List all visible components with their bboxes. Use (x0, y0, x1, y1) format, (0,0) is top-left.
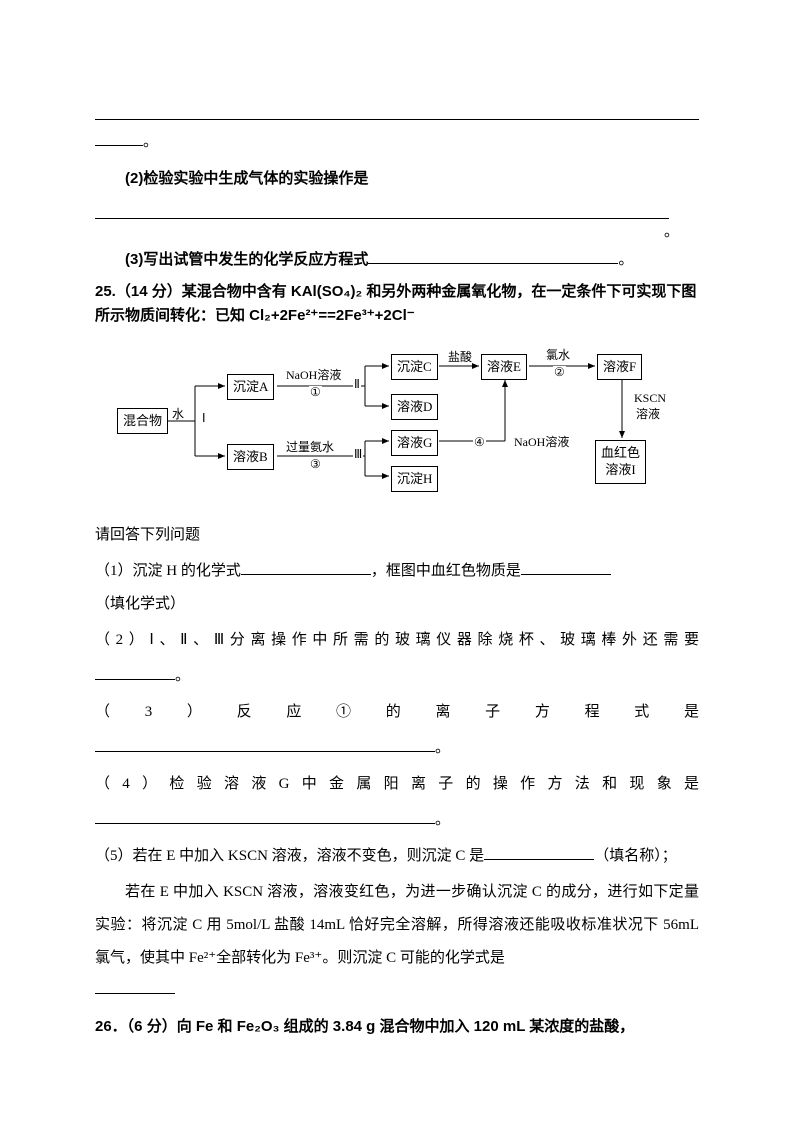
q-p1b: ，框图中血红色物质是 (371, 563, 521, 579)
q-p4a: （4）检验溶液G中金属阳离子的操作方法和现象是 (95, 776, 699, 792)
lbl-cl2: 氯水 (545, 349, 571, 361)
q-p1: （1）沉淀 H 的化学式 ，框图中血红色物质是 （填化学式） (95, 555, 699, 621)
blank-p1a (241, 574, 371, 575)
lbl-hcl: 盐酸 (447, 351, 473, 363)
lbl-mix: 混合物 (123, 413, 162, 428)
box-precipH: 沉淀H (391, 466, 438, 492)
blank-p5c (95, 993, 175, 994)
lbl-solE: 溶液E (487, 359, 521, 374)
box-precipC: 沉淀C (391, 354, 438, 380)
box-solF: 溶液F (597, 354, 642, 380)
q-p5: （5）若在 E 中加入 KSCN 溶液，溶液不变色，则沉淀 C 是 （填名称）； (95, 840, 699, 873)
lbl-solB: 溶液B (233, 449, 268, 464)
q-p5a: （5）若在 E 中加入 KSCN 溶液，溶液不变色，则沉淀 C 是 (95, 848, 484, 864)
box-precipA: 沉淀A (227, 374, 274, 400)
q2-line: (2)检验实验中生成气体的实验操作是 (95, 162, 699, 196)
lbl-I: Ⅰ (201, 412, 207, 424)
blank-short (95, 145, 143, 146)
blank-line-top (95, 100, 699, 120)
q3-prefix: (3)写出试管中发生的化学反应方程式 (125, 251, 368, 268)
lbl-precipC: 沉淀C (397, 359, 432, 374)
q-intro: 请回答下列问题 (95, 519, 699, 552)
box-red: 血红色 溶液I (595, 440, 646, 484)
lbl-water: 水 (171, 408, 185, 420)
blank-q3 (368, 263, 618, 264)
q2-prefix: (2)检验实验中生成气体的实验操作是 (125, 170, 368, 187)
q-p3a: （3）反应①的离子方程式是 (95, 704, 699, 720)
lbl-three: ③ (309, 458, 322, 470)
flowchart: 混合物 水 Ⅰ 沉淀A 溶液B NaOH溶液 ① Ⅱ 沉淀C 溶液D 盐酸 溶液… (117, 336, 677, 511)
q3-line: (3)写出试管中发生的化学反应方程式。 (95, 243, 699, 277)
lbl-red2: 溶液I (605, 462, 635, 477)
lbl-solG: 溶液G (397, 435, 432, 450)
q-p3-line2: 。 (95, 732, 699, 765)
q-p2a: （2）Ⅰ、Ⅱ、Ⅲ分离操作中所需的玻璃仪器除烧杯、玻璃棒外还需要 (95, 632, 699, 648)
lbl-red1: 血红色 (601, 445, 640, 460)
lbl-two: ② (553, 366, 566, 378)
blank-p5a (484, 859, 594, 860)
q-p1c: （填化学式） (95, 596, 185, 612)
lbl-kscn2: 溶液 (635, 408, 661, 420)
blank-p4 (95, 823, 435, 824)
q-p2-line2: 。 (95, 660, 699, 693)
lbl-III: Ⅲ (353, 448, 363, 460)
q25-title: 25.（14 分）某混合物中含有 KAl(SO₄)₂ 和另外两种金属氧化物，在一… (95, 280, 699, 328)
q-p5c: 若在 E 中加入 KSCN 溶液，溶液变红色，为进一步确认沉淀 C 的成分，进行… (95, 876, 699, 975)
q-p3-line1: （3）反应①的离子方程式是 (95, 696, 699, 729)
q-p2-line1: （2）Ⅰ、Ⅱ、Ⅲ分离操作中所需的玻璃仪器除烧杯、玻璃棒外还需要 (95, 624, 699, 657)
blank-p2 (95, 679, 175, 680)
q-p4b: 。 (435, 812, 450, 828)
lbl-precipA: 沉淀A (233, 379, 268, 394)
q-p5b: （填名称）； (594, 848, 677, 864)
q-p4-line1: （4）检验溶液G中金属阳离子的操作方法和现象是 (95, 768, 699, 801)
lbl-naoh: NaOH溶液 (285, 369, 342, 381)
q26-title: 26．（6 分）向 Fe 和 Fe₂O₃ 组成的 3.84 g 混合物中加入 1… (95, 1010, 699, 1043)
lbl-one: ① (309, 386, 322, 398)
lbl-naoh2: NaOH溶液 (513, 436, 570, 448)
lbl-four: ④ (473, 436, 486, 448)
blank-p3 (95, 751, 435, 752)
q-p5c-blank (95, 974, 699, 1007)
q-p2b: 。 (175, 668, 190, 684)
q-p1a: （1）沉淀 H 的化学式 (95, 563, 241, 579)
box-mix: 混合物 (117, 408, 168, 434)
box-solE: 溶液E (481, 354, 527, 380)
q-p3b: 。 (435, 740, 450, 756)
lbl-II: Ⅱ (353, 378, 361, 390)
lbl-solF: 溶液F (603, 359, 636, 374)
box-solD: 溶液D (391, 394, 438, 420)
lbl-kscn1: KSCN (633, 392, 667, 404)
box-solB: 溶液B (227, 444, 274, 470)
lbl-precipH: 沉淀H (397, 471, 432, 486)
top-period-line: 。 (95, 126, 699, 159)
blank-p1b (521, 574, 611, 575)
lbl-ammonia: 过量氨水 (285, 441, 335, 453)
q-p4-line2: 。 (95, 804, 699, 837)
top-period: 。 (143, 134, 158, 150)
q2-end: 。 (95, 225, 699, 240)
box-solG: 溶液G (391, 430, 438, 456)
lbl-solD: 溶液D (397, 399, 432, 414)
blank-line-q2 (95, 199, 669, 219)
